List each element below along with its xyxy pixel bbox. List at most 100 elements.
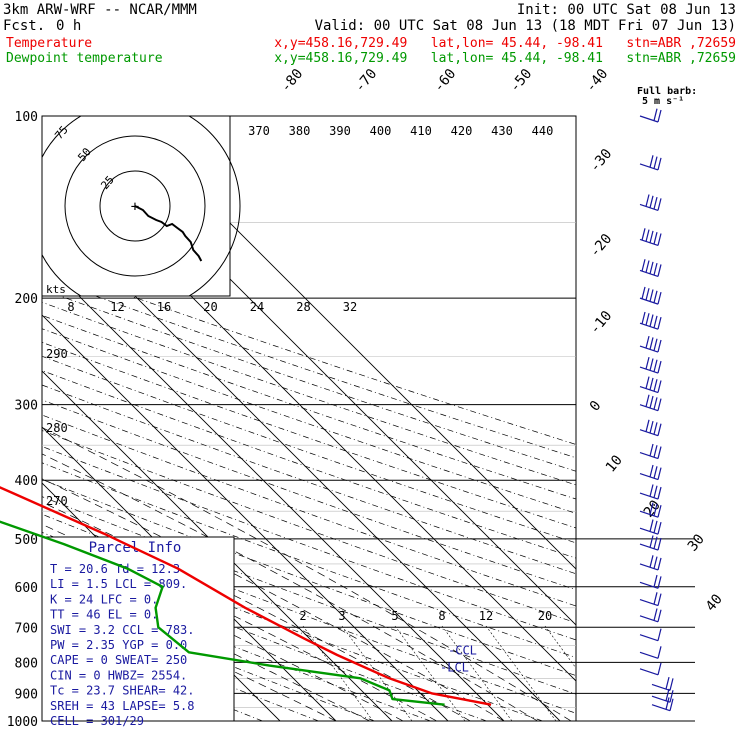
pressure-tick-label: 800 [15, 656, 38, 671]
wind-barb-flag [657, 537, 662, 551]
hodograph-ring [42, 116, 241, 296]
wind-barb-flag [645, 394, 650, 407]
wind-barb-staff [639, 651, 659, 659]
wind-barb-flag [653, 592, 658, 605]
wind-barb-flag [657, 486, 662, 500]
mixing-ratio-label: 3 [338, 609, 345, 623]
dewpoint-line [0, 520, 445, 706]
wind-barb-flag [653, 503, 658, 517]
mixing-ratio-label: 12 [479, 609, 493, 623]
wind-barb-staff [639, 581, 659, 589]
moist-adiabat-line [42, 564, 370, 721]
wind-barb-flag [653, 556, 658, 569]
wind-barb-flag [657, 446, 662, 459]
hodograph-ring [64, 135, 206, 277]
pressure-tick-label: 400 [15, 474, 38, 489]
dry-adiabat-line [42, 589, 375, 721]
mixing-ratio-line [485, 625, 557, 721]
wind-barb [639, 519, 662, 535]
dry-adiabat-line [42, 314, 576, 500]
wind-barb-flag [657, 233, 662, 246]
theta-e-label: 390 [329, 124, 351, 138]
wind-barb-flag [649, 195, 654, 208]
isotherm-label: -80 [278, 66, 307, 96]
isotherm-label: -20 [587, 231, 616, 261]
hodograph-ring [99, 170, 171, 242]
wind-barb-flag [653, 422, 658, 435]
pressure-tick-label: 900 [15, 687, 38, 702]
wind-barb-flag [657, 505, 662, 518]
wind-barb-staff [639, 543, 659, 551]
wind-barb [651, 697, 674, 712]
dry-adiabat-line [42, 355, 576, 544]
parcel-info-line: K = 24 LFC = 0. [50, 592, 158, 606]
sounding-lines: -CCL -LCL [0, 486, 492, 706]
dry-adiabat-line [42, 288, 576, 472]
mixing-ratio-label: 28 [296, 300, 310, 314]
theta-e-label: 410 [410, 124, 432, 138]
parcel-info-line: T = 20.6 Td = 12.3 [50, 562, 180, 576]
hodograph-trace [134, 205, 203, 262]
wind-barb-flag [641, 228, 646, 241]
mixing-ratio-label: 24 [250, 300, 264, 314]
wind-barb-flag [645, 313, 650, 326]
wind-barbs [639, 108, 674, 712]
wind-barb-flag [649, 289, 654, 302]
wind-barb-staff [639, 510, 659, 518]
wind-barb-flag [657, 360, 662, 374]
theta-label: 270 [46, 494, 68, 508]
wind-barb-flag [653, 520, 658, 533]
dry-adiabat-line [42, 384, 576, 575]
pressure-tick-label: 500 [15, 533, 38, 548]
theta-e-label: 430 [491, 124, 513, 138]
wind-barb-flag [645, 335, 650, 349]
parcel-info-line: Tc = 23.7 SHEAR= 42. [50, 684, 195, 698]
moist-adiabat-line [42, 478, 505, 721]
wind-barb [639, 419, 662, 437]
wind-barb-flag [641, 259, 646, 272]
parcel-info-line: SWI = 3.2 CCL = 783. [50, 623, 195, 637]
model-title: 3km ARW-WRF -- NCAR/MMM [3, 2, 197, 18]
dry-adiabat-line [42, 430, 576, 624]
dry-adiabat-line [42, 462, 576, 658]
ccl-label: -CCL [448, 644, 477, 658]
wind-barb-flag [649, 377, 654, 391]
wind-barb-flag [653, 359, 658, 372]
wind-barb-flag [653, 608, 658, 621]
wind-barb [639, 335, 662, 353]
wind-barb-staff [639, 238, 659, 247]
dry-adiabat-line [42, 276, 576, 459]
wind-barb-staff [639, 668, 659, 676]
wind-barb-staff [639, 385, 659, 394]
wind-barb-flag [657, 423, 662, 436]
wind-barb-flag [645, 376, 650, 389]
wind-barb-flag [657, 157, 662, 171]
isotherm-line [42, 314, 449, 721]
isotherm-label: 10 [603, 452, 626, 475]
theta-e-label: 440 [532, 124, 554, 138]
wind-barb-flag [657, 646, 662, 659]
wind-barb-staff [639, 615, 659, 623]
wind-barb [639, 155, 662, 171]
wind-barb [639, 592, 662, 607]
isotherm-label: -30 [587, 146, 616, 176]
wind-barb-flag [657, 291, 662, 305]
wind-barb-flag [657, 467, 662, 480]
wind-barb-staff [639, 527, 659, 535]
wind-barb-flag [657, 380, 662, 393]
pressure-tick-label: 700 [15, 621, 38, 636]
isotherm-label: 40 [703, 591, 726, 614]
wind-barb-flag [657, 109, 662, 123]
wind-barb-flag [649, 395, 654, 409]
legend-temperature-info: x,y=458.16,729.49 lat,lon= 45.44, -98.41… [274, 36, 736, 51]
dry-adiabat-line [42, 496, 576, 695]
wind-barb-flag [657, 593, 662, 606]
wind-barb-staff [639, 492, 659, 500]
legend-dewpoint-name: Dewpoint temperature [6, 51, 163, 66]
wind-barb-staff [639, 451, 659, 460]
parcel-info-line: CAPE = 0 SWEAT= 250 [50, 653, 187, 667]
wind-barb-flag [657, 339, 662, 353]
parcel-info-line: SREH = 43 LAPSE= 5.8 [50, 699, 195, 713]
wind-barb-flag [653, 397, 658, 410]
